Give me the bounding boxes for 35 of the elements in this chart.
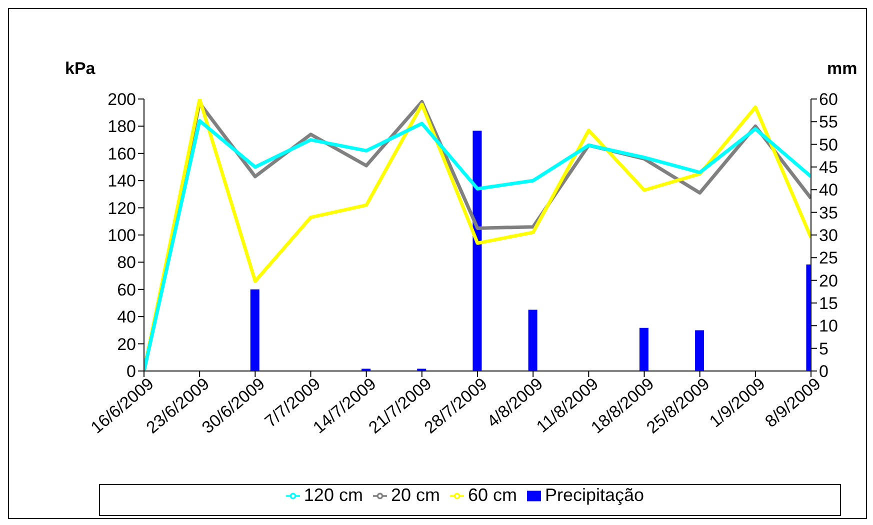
y2-tick-label: 55 [819,112,838,132]
y2-tick-label: 0 [819,362,828,382]
y-tick-label: 100 [108,226,136,246]
y2-tick-label: 35 [819,203,838,222]
y2-tick-label: 10 [819,316,838,336]
y-tick-label: 0 [126,362,136,382]
legend-label: 120 cm [304,485,363,505]
y-tick-label: 160 [108,144,136,164]
y2-tick-label: 20 [819,271,838,290]
y2-axis-title: mm [827,59,858,79]
y-tick-label: 80 [117,253,136,272]
y2-tick-label: 60 [819,90,838,110]
legend-label: 60 cm [468,485,518,505]
legend-label: Precipitação [545,485,644,505]
y-tick-label: 40 [117,308,136,327]
bar [695,330,704,371]
y-tick-label: 180 [108,117,136,136]
bar [250,289,260,371]
y-tick-label: 120 [108,198,136,218]
bar [639,328,648,371]
y2-tick-label: 45 [819,158,838,178]
y-tick-label: 200 [108,90,136,110]
y-tick-label: 60 [117,280,136,300]
y-tick-label: 20 [117,334,136,354]
bar [528,310,538,371]
y2-tick-label: 15 [819,294,838,314]
bar [472,130,482,371]
y-tick-label: 140 [108,172,136,191]
y2-tick-label: 40 [819,180,838,200]
legend-label: 20 cm [390,485,440,505]
y2-tick-label: 5 [819,339,828,358]
y2-tick-label: 30 [819,226,838,246]
y-axis-title: kPa [65,59,96,79]
y2-tick-label: 25 [819,248,838,268]
y2-tick-label: 50 [819,135,838,154]
